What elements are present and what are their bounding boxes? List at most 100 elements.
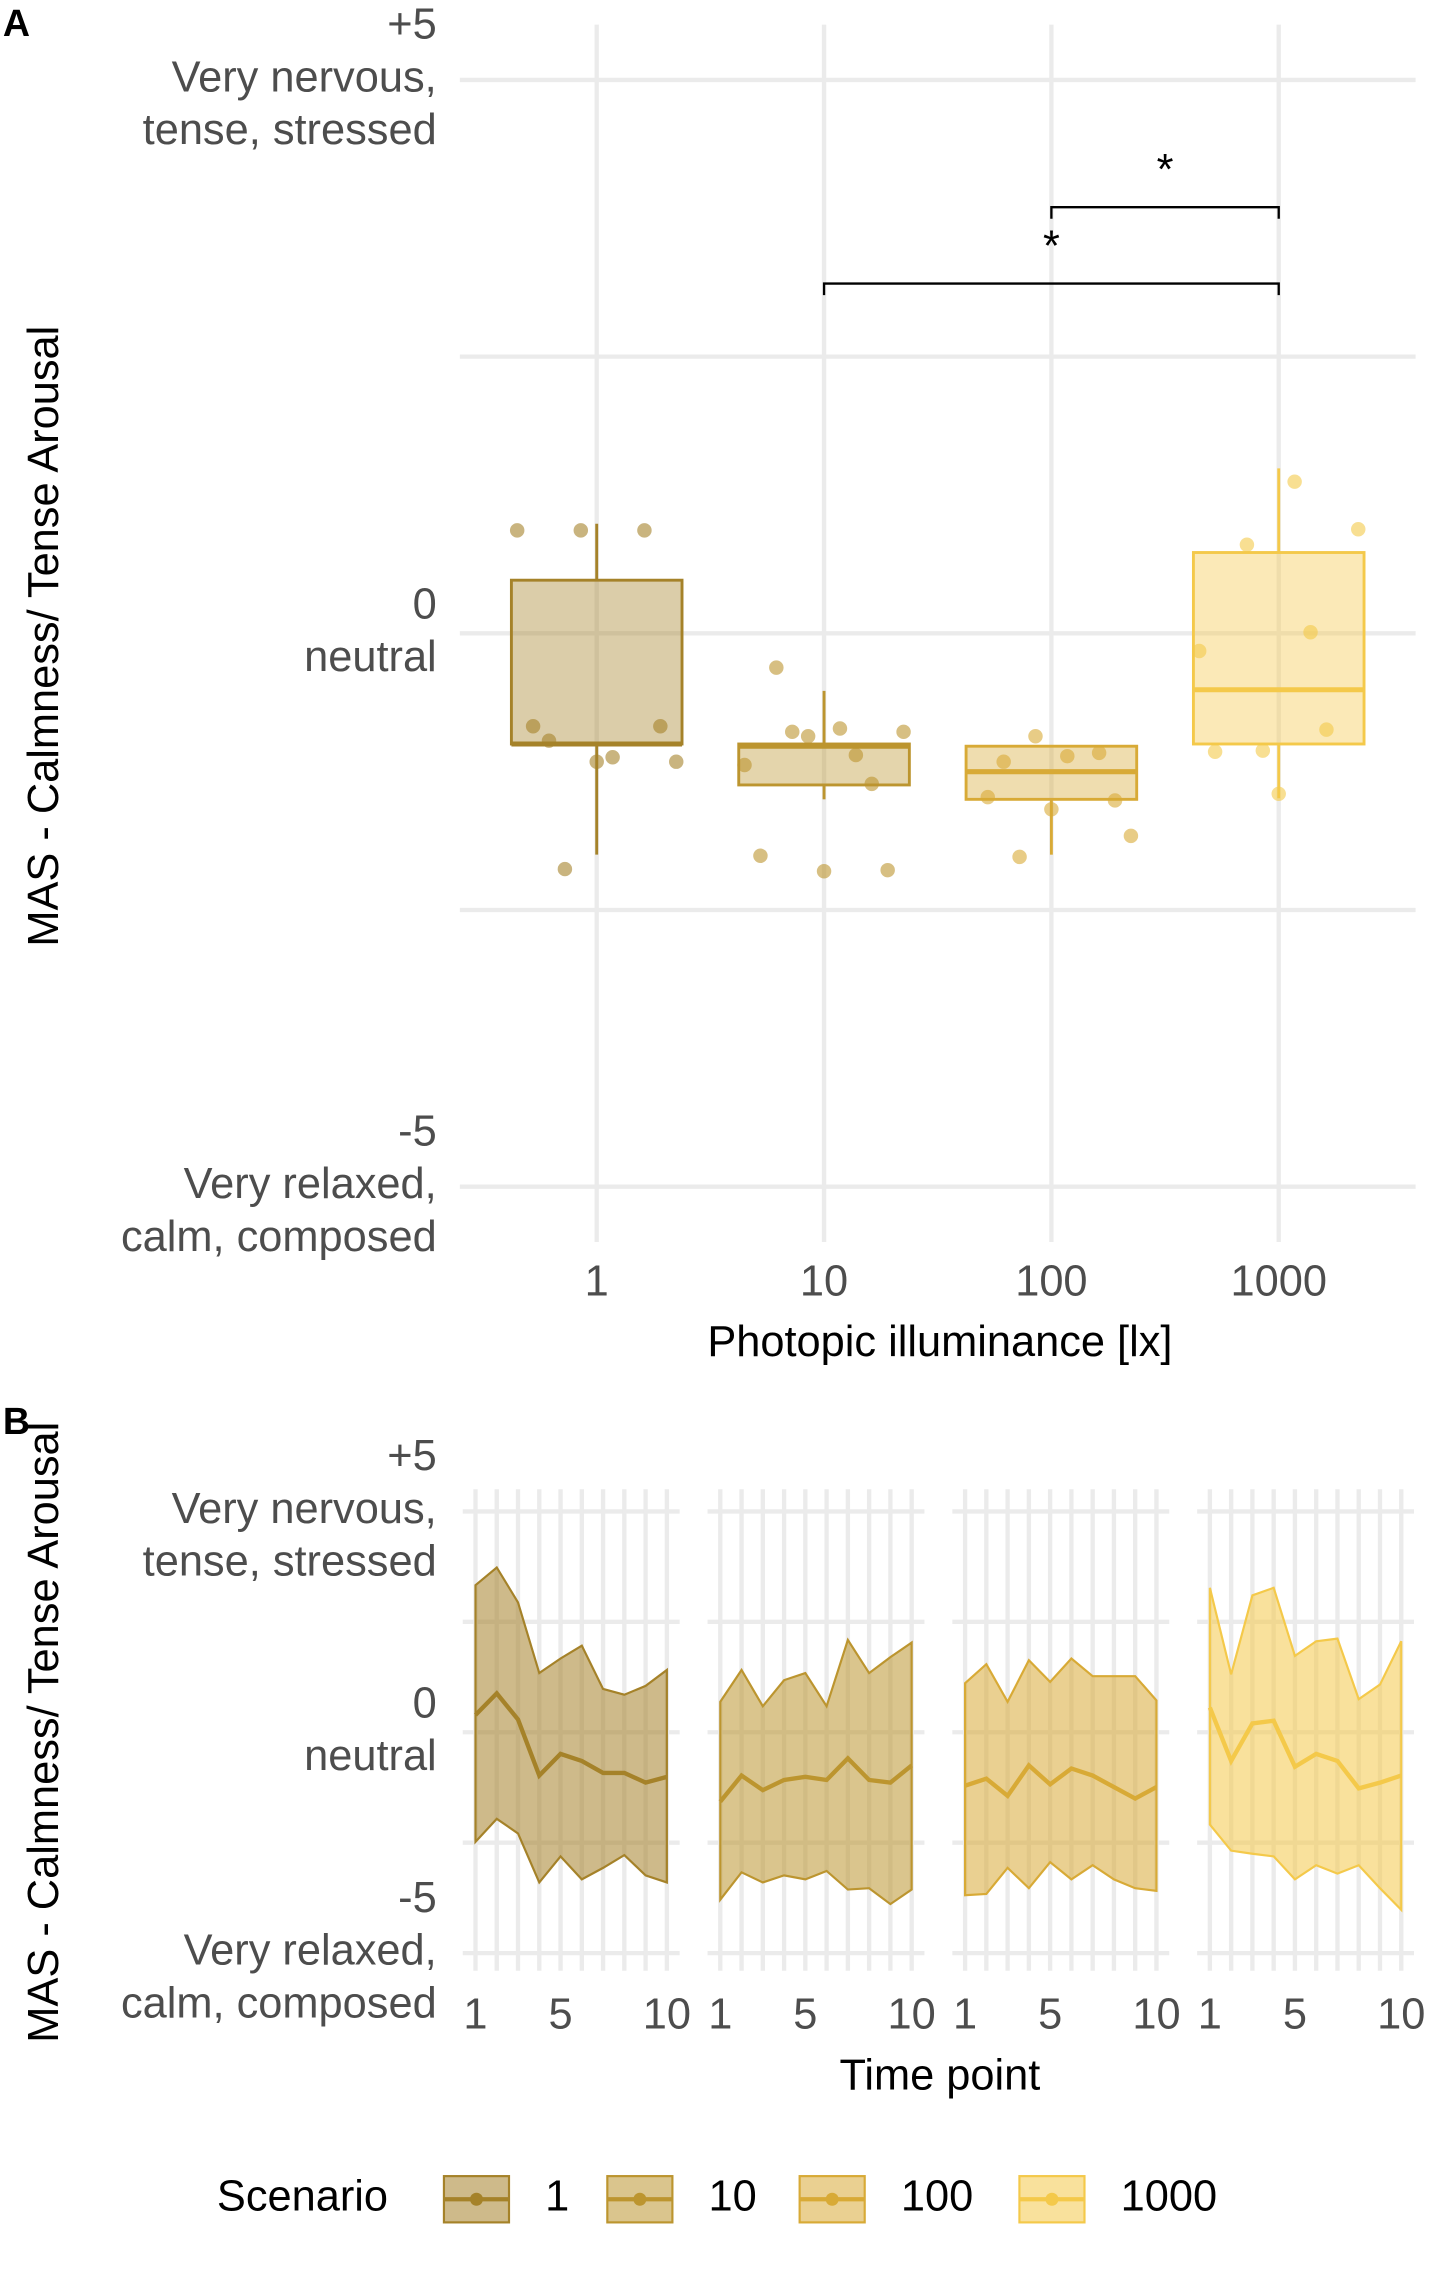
data-point	[832, 721, 848, 736]
y-tick-label: Very relaxed,	[184, 1160, 437, 1208]
data-point	[800, 729, 816, 744]
data-point	[1012, 849, 1027, 865]
x-tick-label: 5	[1038, 1991, 1062, 2039]
y-tick-label: 0	[413, 580, 437, 628]
x-tick-label: 10	[643, 1991, 691, 2039]
data-point	[785, 724, 800, 740]
data-point	[1271, 786, 1286, 802]
x-tick-label: 10	[1377, 1991, 1425, 2039]
box	[1191, 551, 1366, 746]
y-tick-label: -5	[398, 1874, 437, 1922]
significance-label: *	[1043, 222, 1060, 270]
data-point	[737, 757, 752, 773]
x-axis-title: Photopic illuminance [lx]	[707, 1318, 1172, 1366]
data-point	[1191, 643, 1207, 659]
data-point	[1060, 748, 1075, 764]
legend-label: 10	[709, 2173, 757, 2221]
box	[737, 742, 911, 787]
panel-label: A	[3, 2, 30, 44]
x-tick-label: 10	[888, 1991, 936, 2039]
y-tick-label: Very nervous,	[172, 1485, 437, 1533]
data-point	[1091, 745, 1107, 761]
y-tick-label: calm, composed	[121, 1213, 437, 1261]
x-tick-label: 1	[953, 1991, 977, 2039]
legend-key-point	[633, 2192, 647, 2206]
data-point	[816, 864, 832, 879]
y-tick-label: +5	[387, 1, 436, 49]
panel-label: B	[3, 1400, 30, 1442]
data-point	[1351, 522, 1366, 537]
data-point	[509, 523, 525, 538]
significance-bracket	[1050, 206, 1280, 219]
y-axis-title: MAS - Calmness/ Tense Arousal	[20, 1422, 68, 2043]
x-tick-label: 1	[463, 1991, 487, 2039]
data-point	[1239, 537, 1255, 553]
mean-line	[964, 1762, 1158, 1801]
x-tick-label: 1	[585, 1257, 609, 1305]
legend-key-point	[1045, 2192, 1059, 2206]
y-tick-label: calm, composed	[121, 1979, 437, 2027]
data-point	[864, 776, 879, 792]
y-tick-label: tense, stressed	[143, 1538, 437, 1586]
y-tick-label: Very nervous,	[172, 53, 437, 101]
data-point	[848, 747, 864, 763]
y-tick-label: tense, stressed	[143, 106, 437, 154]
mean-line	[1207, 1706, 1402, 1791]
ribbon	[1208, 1586, 1403, 1913]
x-tick-label: 1	[1198, 1991, 1222, 2039]
x-tick-label: 1	[708, 1991, 732, 2039]
data-point	[1207, 744, 1223, 759]
y-tick-label: 0	[413, 1679, 437, 1727]
data-point	[1107, 793, 1123, 808]
y-tick-label: neutral	[304, 633, 437, 681]
y-tick-label: +5	[387, 1432, 436, 1480]
ribbon	[719, 1637, 913, 1906]
ribbon	[474, 1565, 668, 1885]
data-point	[541, 733, 557, 748]
x-axis-title: Time point	[839, 2051, 1040, 2099]
y-tick-label: neutral	[304, 1732, 437, 1780]
mean-line	[718, 1755, 914, 1803]
legend-key-point	[825, 2192, 839, 2206]
x-tick-label: 1000	[1230, 1257, 1326, 1305]
y-axis-title: MAS - Calmness/ Tense Arousal	[20, 326, 68, 947]
data-point	[653, 719, 668, 734]
significance-bracket	[822, 282, 1280, 296]
legend-label: 100	[901, 2173, 973, 2221]
x-tick-label: 10	[800, 1257, 848, 1305]
data-point	[769, 660, 784, 675]
x-tick-label: 10	[1132, 1991, 1180, 2039]
data-point	[637, 523, 652, 538]
x-tick-label: 100	[1015, 1257, 1087, 1305]
x-tick-label: 5	[793, 1991, 817, 2039]
data-point	[1287, 474, 1302, 489]
data-point	[525, 719, 541, 734]
data-point	[1028, 729, 1043, 744]
data-point	[1255, 743, 1271, 758]
y-tick-label: Very relaxed,	[184, 1927, 437, 1975]
data-point	[996, 754, 1011, 769]
data-point	[896, 724, 911, 740]
data-point	[605, 750, 620, 765]
data-point	[753, 848, 768, 864]
x-tick-label: 5	[548, 1991, 572, 2039]
x-tick-label: 5	[1283, 1991, 1307, 2039]
legend-label: 1	[545, 2173, 569, 2221]
legend-key-point	[469, 2192, 483, 2206]
data-point	[557, 861, 573, 877]
legend-label: 1000	[1121, 2173, 1217, 2221]
data-point	[589, 754, 604, 769]
data-point	[669, 754, 684, 769]
mean-line	[473, 1690, 668, 1785]
box	[509, 578, 684, 746]
data-point	[1303, 624, 1318, 640]
data-point	[1123, 828, 1139, 844]
data-point	[1044, 802, 1059, 817]
data-point	[573, 523, 589, 538]
data-point	[1319, 722, 1334, 737]
data-point	[880, 862, 895, 878]
significance-label: *	[1157, 146, 1174, 194]
y-tick-label: -5	[398, 1107, 437, 1155]
